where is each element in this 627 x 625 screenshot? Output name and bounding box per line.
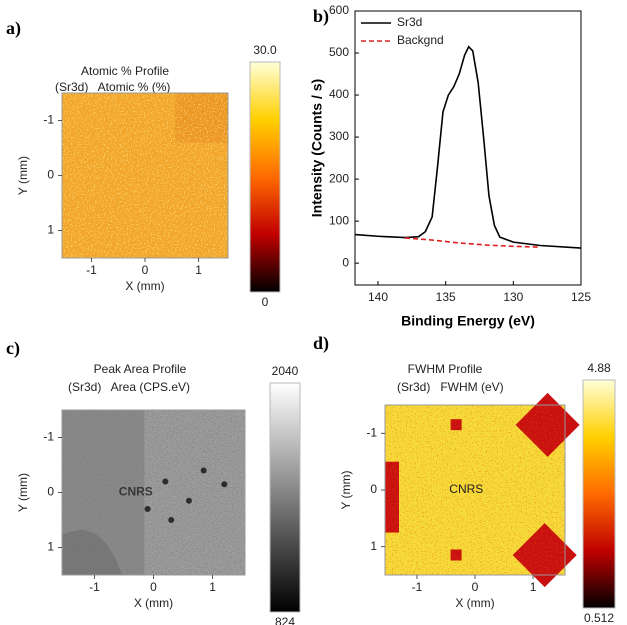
legend-label: Backgnd <box>397 33 444 47</box>
y-tick-label: 300 <box>329 129 349 143</box>
y-tick-label: 0 <box>370 482 377 496</box>
panel-label: c) <box>6 338 20 359</box>
y-axis-label: Y (mm) <box>16 473 30 512</box>
map-noise <box>62 93 228 258</box>
x-tick-label: 130 <box>503 290 523 304</box>
y-tick-label: 1 <box>47 540 54 554</box>
colorbar-tick-label: 30.0 <box>253 43 277 57</box>
map-subtitle: (Sr3d) Atomic % (%) <box>55 80 170 94</box>
map-subtitle: (Sr3d) FWHM (eV) <box>397 380 504 394</box>
series-line <box>354 45 582 249</box>
y-axis-label: Y (mm) <box>16 156 30 195</box>
x-tick-label: 0 <box>150 580 157 594</box>
y-tick-label: 200 <box>329 171 349 185</box>
y-tick-label: -1 <box>43 113 54 127</box>
x-tick-label: 140 <box>368 290 388 304</box>
colorbar-tick-label: 0.512 <box>584 611 614 625</box>
x-tick-label: 1 <box>195 263 202 277</box>
panel-label: a) <box>6 18 21 39</box>
map-title: FWHM Profile <box>408 362 483 376</box>
map-spot <box>200 467 207 474</box>
map-title: Peak Area Profile <box>94 362 187 376</box>
y-axis-label: Intensity (Counts / s) <box>309 79 325 217</box>
x-tick-label: 0 <box>472 580 479 594</box>
map-noise <box>385 405 565 575</box>
map-spot <box>162 478 169 485</box>
x-tick-label: 1 <box>530 580 537 594</box>
colorbar-tick-label: 4.88 <box>587 361 611 375</box>
y-tick-label: 0 <box>47 485 54 499</box>
y-tick-label: 400 <box>329 87 349 101</box>
colorbar <box>269 382 301 613</box>
x-tick-label: 125 <box>571 290 591 304</box>
x-axis-label: X (mm) <box>455 596 494 610</box>
map-spot <box>185 497 192 504</box>
x-axis-label: Binding Energy (eV) <box>401 313 535 329</box>
colorbar-tick-label: 2040 <box>272 364 299 378</box>
x-axis-label: X (mm) <box>134 596 173 610</box>
x-tick-label: 0 <box>142 263 149 277</box>
map-spot <box>168 517 175 523</box>
x-axis-label: X (mm) <box>125 279 164 293</box>
y-tick-label: 1 <box>47 223 54 237</box>
map-annotation: CNRS <box>119 485 153 499</box>
map-spot <box>221 481 228 488</box>
map-title: Atomic % Profile <box>81 64 169 78</box>
legend-label: Sr3d <box>397 15 422 29</box>
x-tick-label: 1 <box>209 580 216 594</box>
map-spot <box>144 506 151 512</box>
series-line <box>405 237 541 248</box>
map-annotation: CNRS <box>449 482 483 496</box>
plot-frame <box>354 10 582 286</box>
y-tick-label: 600 <box>329 3 349 17</box>
panel-label: b) <box>313 6 329 27</box>
x-tick-label: -1 <box>89 580 100 594</box>
map-noise <box>62 410 245 575</box>
y-tick-label: 100 <box>329 213 349 227</box>
y-tick-label: 0 <box>342 255 349 269</box>
y-tick-label: 1 <box>370 539 377 553</box>
y-axis-label: Y (mm) <box>339 470 353 509</box>
colorbar-tick-label: 0 <box>262 295 269 309</box>
colorbar <box>582 379 616 609</box>
y-tick-label: 0 <box>47 168 54 182</box>
colorbar <box>249 61 281 293</box>
colorbar-tick-label: 824 <box>275 615 295 625</box>
x-tick-label: -1 <box>412 580 423 594</box>
panel-label: d) <box>313 333 329 354</box>
x-tick-label: -1 <box>86 263 97 277</box>
map-subtitle: (Sr3d) Area (CPS.eV) <box>68 380 190 394</box>
y-tick-label: -1 <box>366 426 377 440</box>
x-tick-label: 135 <box>436 290 456 304</box>
y-tick-label: 500 <box>329 45 349 59</box>
y-tick-label: -1 <box>43 430 54 444</box>
